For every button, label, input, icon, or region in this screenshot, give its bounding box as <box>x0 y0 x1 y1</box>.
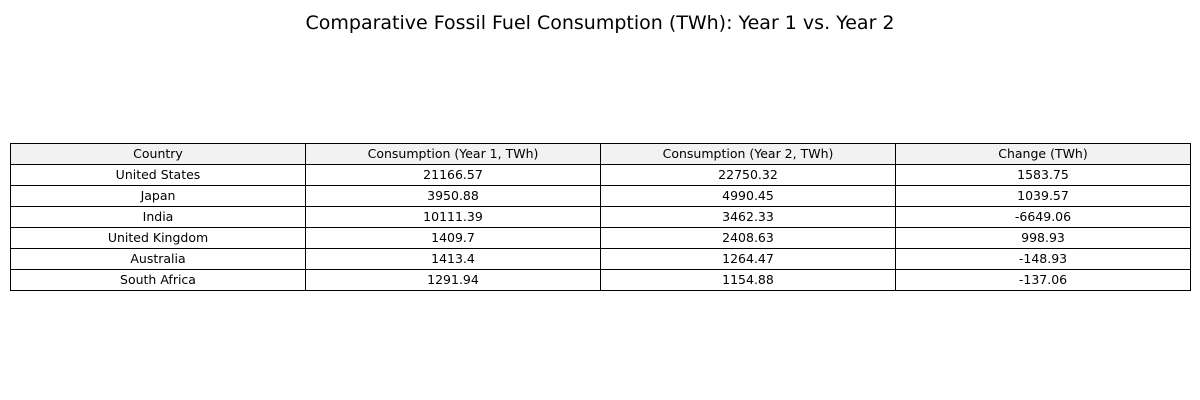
value-cell: 1039.57 <box>895 185 1191 207</box>
table-row: United States 21166.57 22750.32 1583.75 <box>10 164 1191 186</box>
column-header: Country <box>10 143 306 165</box>
table-header-row: Country Consumption (Year 1, TWh) Consumpt… <box>10 143 1191 165</box>
table-row: Australia 1413.4 1264.47 -148.93 <box>10 248 1191 270</box>
country-cell: Japan <box>10 185 306 207</box>
column-header: Change (TWh) <box>895 143 1191 165</box>
value-cell: 1154.88 <box>600 269 896 291</box>
value-cell: -137.06 <box>895 269 1191 291</box>
chart-title: Comparative Fossil Fuel Consumption (TWh… <box>305 12 895 34</box>
value-cell: 998.93 <box>895 227 1191 249</box>
country-cell: United Kingdom <box>10 227 306 249</box>
value-cell: -6649.06 <box>895 206 1191 228</box>
value-cell: 3462.33 <box>600 206 896 228</box>
value-cell: 1409.7 <box>305 227 601 249</box>
value-cell: 1583.75 <box>895 164 1191 186</box>
value-cell: -148.93 <box>895 248 1191 270</box>
value-cell: 2408.63 <box>600 227 896 249</box>
column-header: Consumption (Year 2, TWh) <box>600 143 896 165</box>
data-table: Country Consumption (Year 1, TWh) Consumpt… <box>10 143 1191 291</box>
value-cell: 22750.32 <box>600 164 896 186</box>
table-row: South Africa 1291.94 1154.88 -137.06 <box>10 269 1191 291</box>
table-row: United Kingdom 1409.7 2408.63 998.93 <box>10 227 1191 249</box>
value-cell: 1291.94 <box>305 269 601 291</box>
table-body: United States 21166.57 22750.32 1583.75 Japa… <box>10 164 1191 291</box>
value-cell: 1264.47 <box>600 248 896 270</box>
table-row: India 10111.39 3462.33 -6649.06 <box>10 206 1191 228</box>
column-header: Consumption (Year 1, TWh) <box>305 143 601 165</box>
value-cell: 21166.57 <box>305 164 601 186</box>
country-cell: United States <box>10 164 306 186</box>
value-cell: 4990.45 <box>600 185 896 207</box>
table-row: Japan 3950.88 4990.45 1039.57 <box>10 185 1191 207</box>
country-cell: India <box>10 206 306 228</box>
value-cell: 3950.88 <box>305 185 601 207</box>
value-cell: 10111.39 <box>305 206 601 228</box>
country-cell: Australia <box>10 248 306 270</box>
country-cell: South Africa <box>10 269 306 291</box>
value-cell: 1413.4 <box>305 248 601 270</box>
